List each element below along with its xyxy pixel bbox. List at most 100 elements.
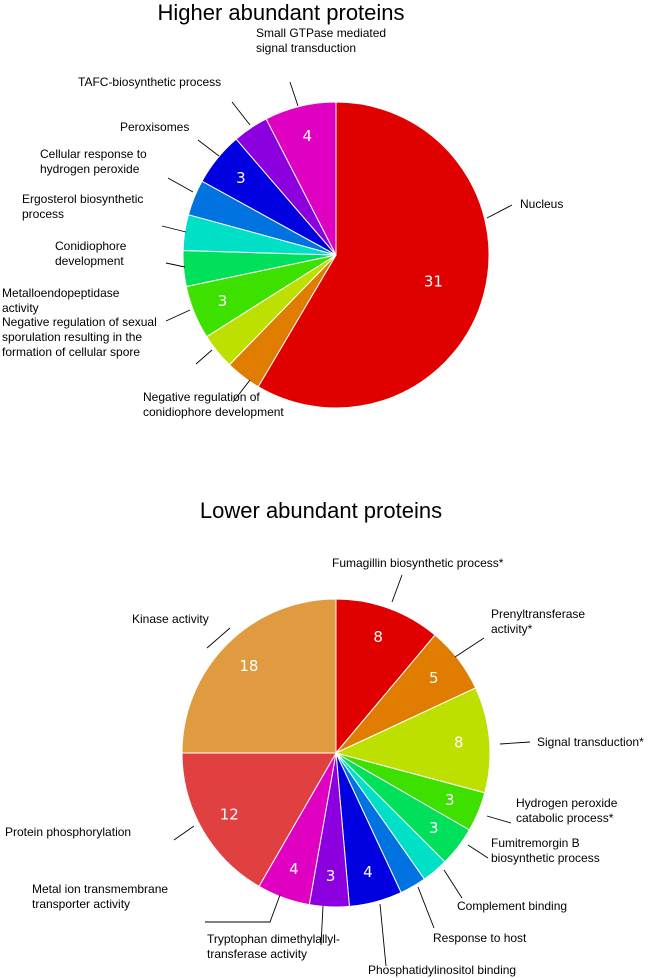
leader-line-metalloendopeptidase-activity xyxy=(165,309,191,322)
category-label-line: Complement binding xyxy=(457,899,567,913)
category-label-small-gtpase-mediated-signal-transduction: Small GTPase mediated signal transduction xyxy=(256,26,386,55)
leader-line-ergosterol-biosynthetic-process xyxy=(161,225,187,233)
slice-small-gtpase-mediated-signal-transduction xyxy=(265,101,337,256)
slice-nucleus xyxy=(257,101,490,409)
category-label-line: Nucleus xyxy=(520,197,563,211)
category-label-line: Response to host xyxy=(433,931,527,945)
category-label-negative-regulation-of-conidiophore-development: Negative regulation of conidiophore devel… xyxy=(143,390,284,419)
category-label-phosphatidylinositol-binding: Phosphatidylinositol binding xyxy=(368,963,516,977)
category-label-line: Fumitremorgin B xyxy=(491,836,580,850)
leader-line-conidiophore-development xyxy=(165,262,186,268)
category-labels: Fumagillin biosynthetic process* Prenyltr… xyxy=(5,556,644,977)
value-label-tryptophan-dimethylallyl-transferase-activity: 3 xyxy=(326,867,336,885)
category-label-line: hydrogen peroxide xyxy=(40,162,140,176)
leader-line-kinase-activity xyxy=(206,627,231,649)
value-label-signal-transduction: 8 xyxy=(454,733,464,751)
leader-line-peroxisomes xyxy=(197,139,220,157)
value-label-metal-ion-transmembrane-transporter-activity: 4 xyxy=(289,860,299,878)
category-label-tafc-biosynthetic-process: TAFC-biosynthetic process xyxy=(78,75,221,89)
category-label-line: Metalloendopeptidase xyxy=(2,286,120,300)
slice-fumagillin-biosynthetic-process xyxy=(335,598,436,755)
category-label-line: Cellular response to xyxy=(40,147,147,161)
category-label-line: Kinase activity xyxy=(132,612,209,626)
category-label-peroxisomes: Peroxisomes xyxy=(120,120,189,134)
category-label-line: Peroxisomes xyxy=(120,120,189,134)
value-label-fumitremorgin-b-biosynthetic-process: 3 xyxy=(429,819,439,837)
leader-line-nucleus xyxy=(486,204,513,219)
category-label-hydrogen-peroxide-catabolic-process: Hydrogen peroxide catabolic process* xyxy=(516,796,618,825)
category-label-complement-binding: Complement binding xyxy=(457,899,567,913)
value-label-hydrogen-peroxide-catabolic-process: 3 xyxy=(445,791,455,809)
category-labels: Nucleus Negative regulation of conidiophor… xyxy=(2,26,563,419)
category-label-line: sporulation resulting in the xyxy=(2,330,142,344)
value-label-kinase-activity: 18 xyxy=(239,657,258,675)
category-label-line: Hydrogen peroxide xyxy=(516,796,618,810)
leader-line-tryptophan-dimethylallyl-transferase-activity xyxy=(320,905,324,946)
pie-slices xyxy=(181,598,491,908)
category-label-ergosterol-biosynthetic-process: Ergosterol biosynthetic process xyxy=(22,192,143,221)
category-label-line: catabolic process* xyxy=(516,811,614,825)
category-label-line: Metal ion transmembrane xyxy=(32,882,168,896)
category-label-line: signal transduction xyxy=(256,41,356,55)
category-label-tryptophan-dimethylallyl-transferase-activity: Tryptophan dimethylallyl-transferase act… xyxy=(207,932,340,961)
category-label-kinase-activity: Kinase activity xyxy=(132,612,209,626)
category-label-line: TAFC-biosynthetic process xyxy=(78,75,221,89)
leader-line-negative-regulation-of-sexual-sporulation-resulting-in-the-formation-of-cellular-spore xyxy=(195,349,213,365)
category-label-line: formation of cellular spore xyxy=(2,345,140,359)
category-label-line: process xyxy=(22,207,64,221)
category-label-metalloendopeptidase-activity: Metalloendopeptidase activity xyxy=(2,286,120,315)
category-label-line: Prenyltransferase xyxy=(491,607,585,621)
category-label-line: conidiophore development xyxy=(143,405,284,419)
category-label-line: activity* xyxy=(491,622,533,636)
category-label-protein-phosphorylation: Protein phosphorylation xyxy=(5,825,131,839)
chart-title: Lower abundant proteins xyxy=(200,498,442,523)
chart-higher-abundant: Higher abundant proteins 31 3 3 4 Nucleus Ne… xyxy=(2,0,563,419)
category-label-line: development xyxy=(55,254,124,268)
category-label-line: Tryptophan dimethylallyl- xyxy=(207,932,340,946)
leader-line-fumagillin-biosynthetic-process xyxy=(391,574,403,603)
leader-line-small-gtpase-mediated-signal-transduction xyxy=(289,81,299,107)
category-label-line: Conidiophore xyxy=(55,239,127,253)
leader-line-fumitremorgin-b-biosynthetic-process xyxy=(467,844,489,859)
category-label-line: transferase activity xyxy=(207,947,307,961)
category-label-response-to-host: Response to host xyxy=(433,931,527,945)
category-label-conidiophore-development: Conidiophore development xyxy=(55,239,127,268)
leader-lines xyxy=(161,81,513,403)
category-label-line: Negative regulation of sexual xyxy=(2,315,157,329)
category-label-prenyltransferase-activity: Prenyltransferase activity* xyxy=(491,607,585,636)
leader-line-complement-binding xyxy=(443,869,463,899)
value-label-metalloendopeptidase-activity: 3 xyxy=(218,292,228,310)
leader-line-phosphatidylinositol-binding xyxy=(379,903,387,967)
leader-line-hydrogen-peroxide-catabolic-process xyxy=(486,815,512,824)
value-label-protein-phosphorylation: 12 xyxy=(220,806,239,824)
category-label-line: activity xyxy=(2,301,39,315)
category-label-line: transporter activity xyxy=(32,897,130,911)
category-label-line: Negative regulation of xyxy=(143,390,260,404)
leader-line-metal-ion-transmembrane-transporter-activity xyxy=(205,894,281,923)
category-label-nucleus: Nucleus xyxy=(520,197,563,211)
slice-protein-phosphorylation xyxy=(181,752,337,888)
category-label-metal-ion-transmembrane-transporter-activity: Metal ion transmembrane transporter activ… xyxy=(32,882,168,911)
category-label-fumagillin-biosynthetic-process: Fumagillin biosynthetic process* xyxy=(332,556,504,570)
category-label-cellular-response-to-hydrogen-peroxide: Cellular response to hydrogen peroxide xyxy=(40,147,147,176)
category-label-line: Ergosterol biosynthetic xyxy=(22,192,143,206)
value-label-nucleus: 31 xyxy=(424,273,443,291)
value-label-small-gtpase-mediated-signal-transduction: 4 xyxy=(302,127,312,145)
leader-lines xyxy=(173,574,531,967)
leader-line-negative-regulation-of-conidiophore-development xyxy=(232,379,251,403)
category-label-negative-regulation-of-sexual-sporulation-resulting-in-the-formation-of-cellular-spore: Negative regulation of sexual sporulation… xyxy=(2,315,157,359)
category-label-line: biosynthetic process xyxy=(491,851,600,865)
chart-title: Higher abundant proteins xyxy=(157,0,404,25)
category-label-line: Signal transduction* xyxy=(537,735,644,749)
leader-line-signal-transduction xyxy=(499,741,531,745)
category-label-line: Protein phosphorylation xyxy=(5,825,131,839)
category-label-line: Small GTPase mediated xyxy=(256,26,386,40)
pie-slices xyxy=(182,101,490,409)
category-label-line: Phosphatidylinositol binding xyxy=(368,963,516,977)
category-label-signal-transduction: Signal transduction* xyxy=(537,735,644,749)
leader-line-cellular-response-to-hydrogen-peroxide xyxy=(167,177,194,193)
slice-kinase-activity xyxy=(181,598,337,754)
